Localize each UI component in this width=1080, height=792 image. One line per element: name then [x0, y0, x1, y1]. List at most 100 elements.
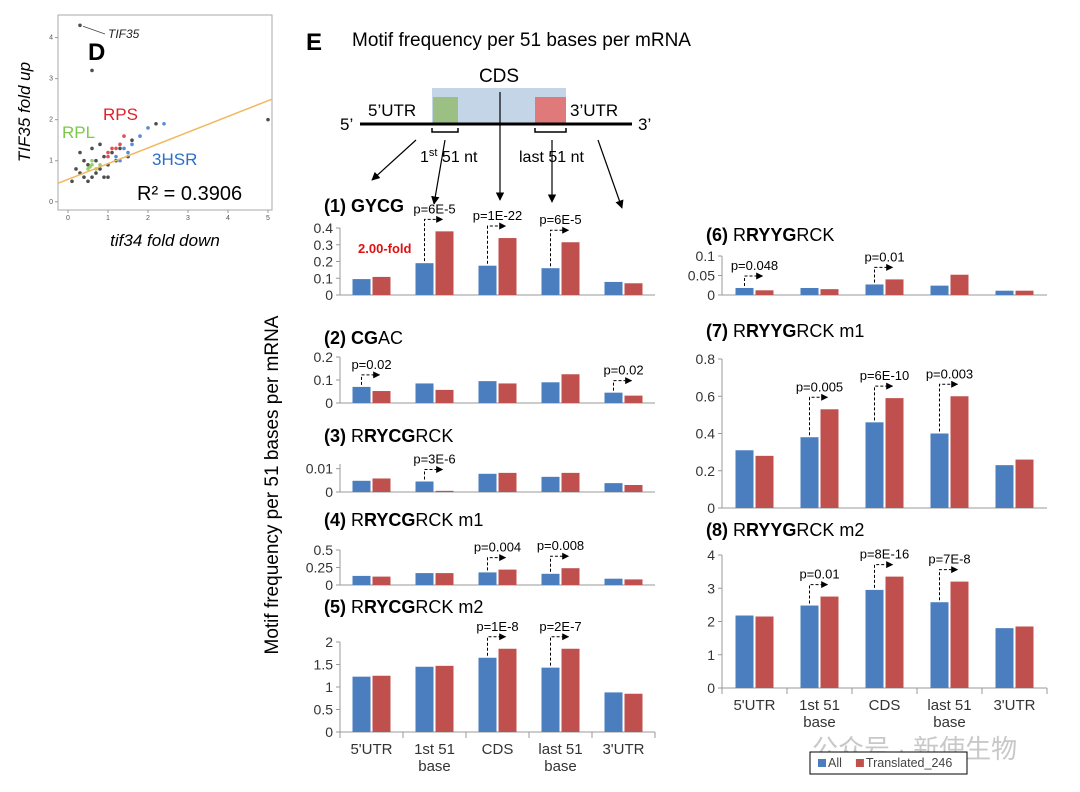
- bar: [498, 648, 517, 732]
- point: [118, 142, 122, 147]
- point: [102, 154, 106, 159]
- y-tick-label: 0.6: [696, 388, 716, 404]
- annotation: p=8E-16: [860, 547, 910, 562]
- chart-title: (4) RRYCGRCK m1: [324, 510, 483, 530]
- annotation: p=3E-6: [413, 452, 455, 467]
- y-tick-label: 0.2: [314, 254, 334, 270]
- annotation: R² = 0.3906: [137, 183, 242, 205]
- annotation-arrow: [487, 222, 507, 264]
- annotation: p=1E-22: [473, 208, 523, 223]
- x-tick-label: CDS: [481, 741, 514, 758]
- bar: [478, 572, 497, 585]
- bar: [541, 573, 560, 585]
- y-axis-label: Motif frequency per 51 bases per mRNA: [262, 315, 283, 654]
- bracket: [431, 128, 567, 133]
- title-part: (7): [706, 321, 728, 341]
- chart-title: (5) RRYCGRCK m2: [324, 597, 483, 617]
- bar: [885, 576, 904, 688]
- bar: [755, 455, 774, 508]
- title-part: RYCG: [364, 597, 415, 617]
- bar: [604, 578, 623, 585]
- chart-title: (1) GYCG: [324, 196, 404, 216]
- annotation-arrow: [487, 554, 507, 571]
- title-part: (6): [706, 225, 728, 245]
- point: [94, 171, 98, 175]
- annotation: p=1E-8: [476, 619, 518, 634]
- fit-line: [57, 98, 273, 185]
- point: [114, 146, 118, 151]
- bar: [561, 242, 580, 295]
- bar: [820, 596, 839, 688]
- bar: [865, 589, 884, 688]
- bar: [1015, 626, 1034, 688]
- y-tick-label: 0.05: [688, 268, 715, 284]
- bar: [435, 573, 454, 585]
- point: [82, 175, 86, 179]
- last-51-box: [535, 97, 566, 124]
- title-part: RCK m2: [796, 520, 864, 540]
- bar: [800, 437, 819, 508]
- title-part: (5): [324, 597, 346, 617]
- legend-label: Translated_246: [866, 756, 952, 770]
- first-51-box: [433, 97, 458, 124]
- series-label: RPL: [62, 123, 95, 142]
- y-tick-label: 0.4: [314, 220, 334, 236]
- annotation-arrow: [874, 561, 894, 588]
- y-tick-label: 0.5: [314, 542, 334, 558]
- y-tick-label: 0.2: [696, 463, 716, 479]
- bar: [865, 284, 884, 295]
- bar: [372, 478, 391, 492]
- legend-swatch: [818, 759, 826, 767]
- bar: [735, 450, 754, 508]
- bar: [435, 231, 454, 295]
- annotation-arrow: [809, 393, 829, 436]
- bar: [1015, 290, 1034, 295]
- bar: [624, 485, 643, 492]
- annotation: p=0.008: [537, 538, 584, 553]
- annotation: p=6E-10: [860, 368, 910, 383]
- point: [82, 158, 86, 163]
- annotation-arrow: [550, 552, 570, 572]
- panel-label: D: [88, 39, 105, 66]
- bar: [561, 374, 580, 403]
- title-part: AC: [378, 328, 403, 348]
- bar: [478, 473, 497, 492]
- bar: [561, 648, 580, 732]
- y-tick-label: 0.4: [696, 426, 716, 442]
- point: [114, 154, 118, 159]
- y-tick-label: 2: [325, 634, 333, 650]
- annotation: p=7E-8: [928, 552, 970, 567]
- bar: [995, 465, 1014, 508]
- y-axis-label: TIF35 fold up: [15, 62, 34, 162]
- bar: [415, 481, 434, 492]
- bar: [930, 602, 949, 688]
- bar: [624, 283, 643, 295]
- point: [146, 126, 150, 130]
- bar: [930, 285, 949, 295]
- point: [106, 150, 110, 155]
- x-axis-label: tif34 fold down: [110, 231, 220, 250]
- point: [130, 138, 134, 143]
- bar: [735, 287, 754, 295]
- point: [94, 158, 98, 163]
- title-part: (8): [706, 520, 728, 540]
- figure-title: Motif frequency per 51 bases per mRNA: [352, 30, 691, 51]
- utr5-label: 5’UTR: [368, 101, 416, 120]
- bar: [950, 274, 969, 295]
- bar: [624, 395, 643, 403]
- title-part: (2) CG: [324, 328, 378, 348]
- title-part: RYCG: [364, 510, 415, 530]
- bar: [1015, 459, 1034, 508]
- utr3-label: 3’UTR: [570, 101, 618, 120]
- x-tick-label: 0: [66, 215, 70, 222]
- title-part: R: [728, 321, 746, 341]
- y-tick-label: 0.25: [306, 560, 333, 576]
- x-tick-label: 1: [106, 215, 110, 222]
- bar: [735, 615, 754, 688]
- point: [138, 134, 142, 138]
- title-part: R: [346, 597, 364, 617]
- plot-frame: [57, 14, 273, 211]
- title-part: (1) GYCG: [324, 196, 404, 216]
- y-tick-label: 0.5: [314, 702, 334, 718]
